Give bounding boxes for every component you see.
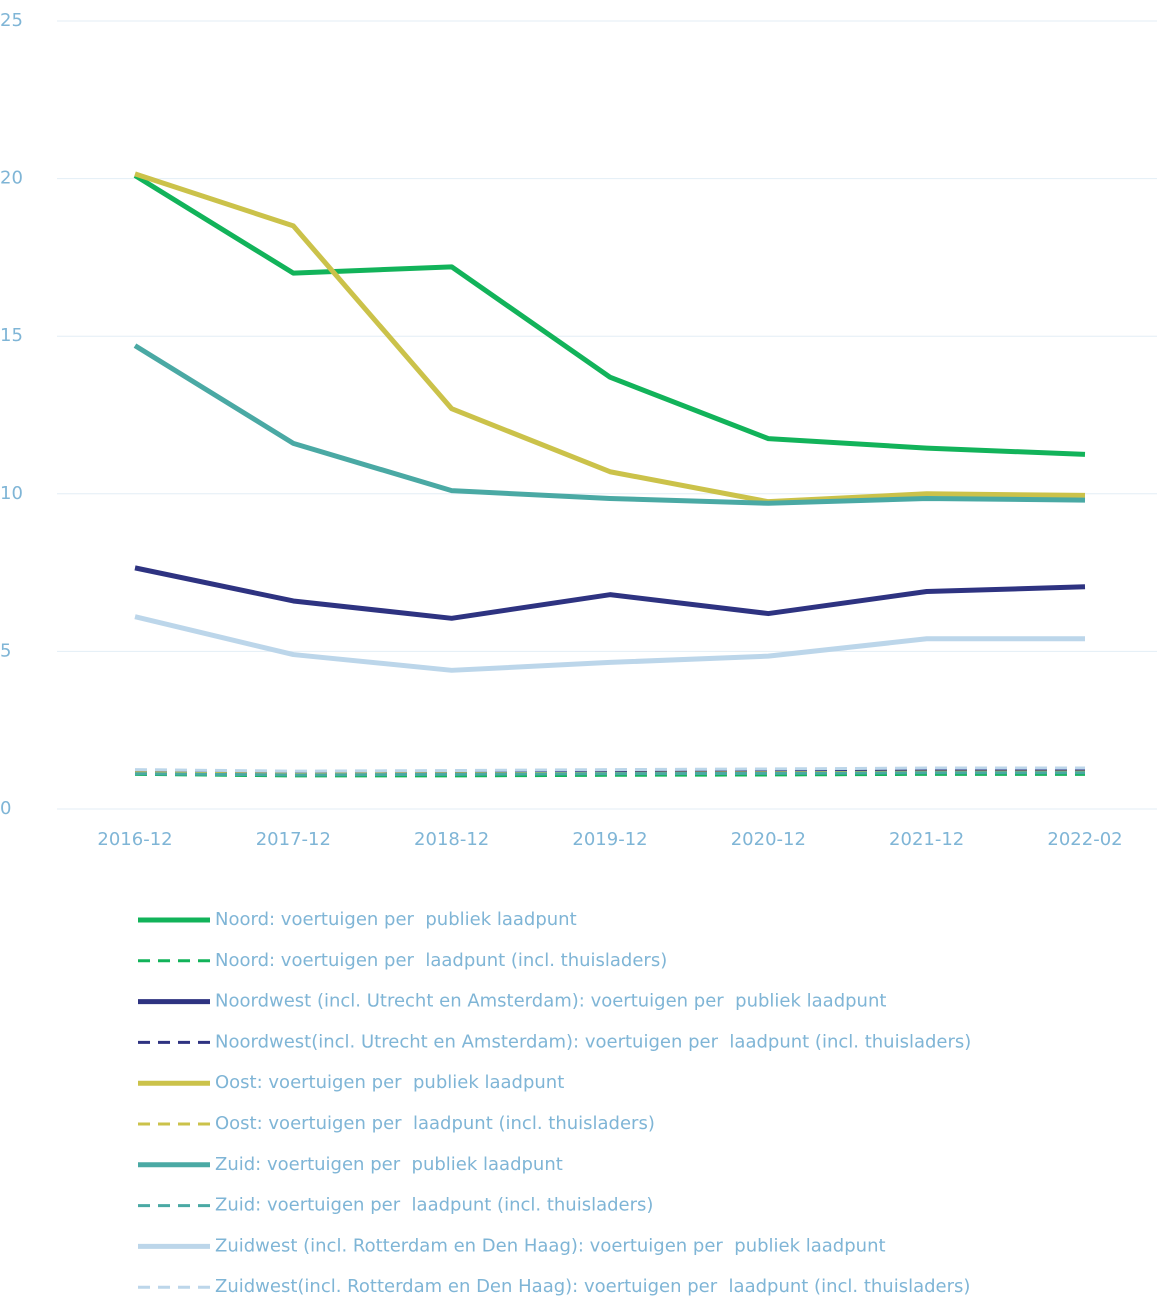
line (134, 565, 1086, 621)
legend-label: Zuidwest (incl. Rotterdam en Den Haag): … (215, 1235, 886, 1256)
legend-label: Zuid: voertuigen per laadpunt (incl. thu… (215, 1195, 653, 1216)
x-tick-label: 2019-12 (572, 829, 647, 850)
legend-label: Noord: voertuigen per publiek laadpunt (215, 909, 577, 930)
legend-label: Oost: voertuigen per laadpunt (incl. thu… (215, 1113, 655, 1134)
line (134, 769, 1085, 775)
line (134, 171, 1086, 505)
y-tick-label: 0 (0, 798, 11, 819)
y-tick-label: 20 (0, 168, 23, 189)
line (134, 772, 1085, 778)
y-tick-label: 10 (0, 483, 23, 504)
line (134, 766, 1085, 773)
x-tick-label: 2016-12 (97, 829, 172, 850)
legend-label: Zuid: voertuigen per publiek laadpunt (215, 1154, 563, 1175)
line (133, 343, 1086, 506)
x-tick-label: 2017-12 (256, 829, 331, 850)
y-tick-label: 25 (0, 10, 23, 31)
legend-label: Oost: voertuigen per publiek laadpunt (215, 1072, 564, 1093)
y-tick-label: 15 (0, 325, 23, 346)
y-tick-label: 5 (0, 640, 11, 661)
x-tick-label: 2022-02 (1047, 829, 1122, 850)
legend-label: Noord: voertuigen per laadpunt (incl. th… (215, 950, 667, 971)
line (134, 614, 1085, 673)
legend-label: Zuidwest(incl. Rotterdam en Den Haag): v… (215, 1276, 970, 1297)
line (134, 771, 1085, 777)
line (133, 173, 1086, 457)
x-tick-label: 2020-12 (731, 829, 806, 850)
x-tick-label: 2021-12 (889, 829, 964, 850)
legend-label: Noordwest(incl. Utrecht en Amsterdam): v… (215, 1031, 971, 1052)
legend-label: Noordwest (incl. Utrecht en Amsterdam): … (215, 991, 886, 1012)
x-tick-label: 2018-12 (414, 829, 489, 850)
